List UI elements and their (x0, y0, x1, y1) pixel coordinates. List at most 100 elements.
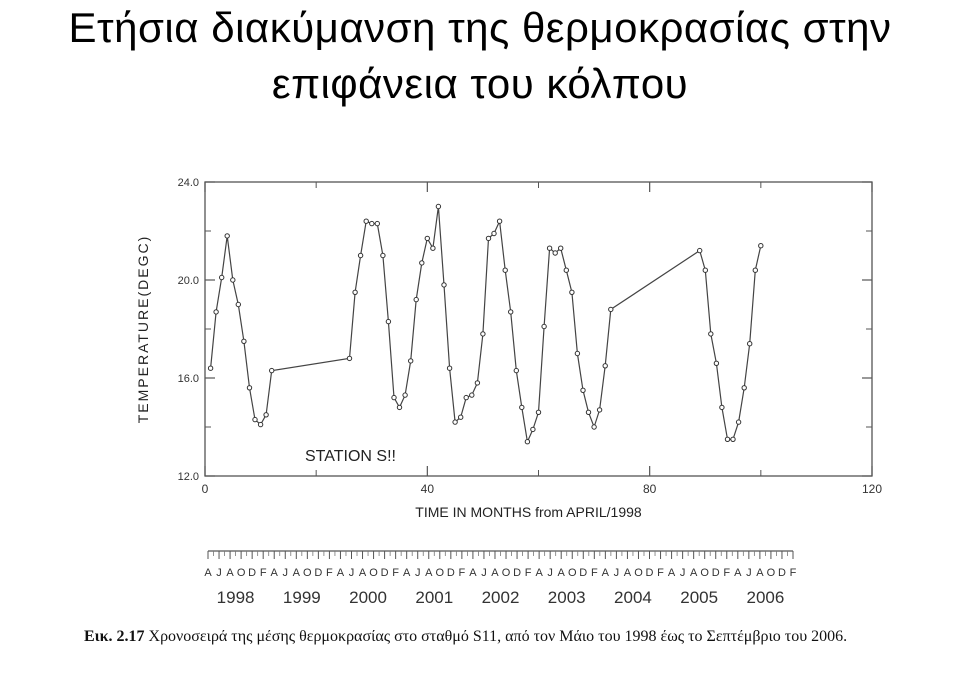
data-point (402, 392, 408, 398)
month-label: A (734, 567, 742, 579)
slide-title: Ετήσια διακύμανση της θερμοκρασίας στην … (0, 0, 960, 112)
month-label: J (283, 567, 289, 579)
data-point (363, 218, 369, 224)
data-point (530, 426, 536, 433)
data-point (435, 203, 442, 210)
data-point (230, 277, 236, 283)
month-label: A (756, 567, 764, 579)
plot-frame (204, 181, 873, 477)
caption-text: Χρονοσειρά της μέσης θερμοκρασίας στο στ… (148, 628, 848, 645)
figure-caption: Εικ. 2.17 Χρονοσειρά της μέσης θερμοκρασ… (84, 626, 884, 647)
data-point (408, 358, 414, 364)
y-tick-label: 24.0 (178, 177, 199, 189)
y-tick-label: 16.0 (178, 373, 199, 385)
data-point (719, 404, 725, 411)
month-label: A (226, 567, 234, 579)
month-label: A (403, 567, 411, 579)
month-label: A (535, 567, 543, 579)
month-label: F (591, 567, 598, 579)
x-tick-label: 40 (421, 482, 435, 496)
month-label: D (447, 567, 455, 579)
data-point (241, 338, 247, 344)
data-point (735, 419, 742, 425)
year-label: 1999 (283, 588, 321, 607)
data-point (369, 220, 375, 227)
month-label: D (248, 567, 256, 579)
month-label: F (723, 567, 730, 579)
data-point (702, 267, 708, 273)
data-point (391, 394, 397, 401)
plot-area (207, 203, 764, 445)
data-point (396, 404, 403, 411)
month-label: O (700, 567, 709, 579)
month-label: D (513, 567, 521, 579)
data-point (708, 331, 714, 337)
month-label: A (425, 567, 433, 579)
data-point (541, 323, 547, 330)
year-label: 2002 (482, 588, 520, 607)
title-line-2: επιφάνεια του κόλπου (271, 60, 689, 107)
title-line-1: Ετήσια διακύμανση της θερμοκρασίας στην (68, 4, 892, 51)
data-point (224, 233, 230, 239)
x-tick-label: 80 (643, 482, 657, 496)
data-point (452, 419, 458, 425)
month-label: J (746, 567, 752, 579)
month-label: O (237, 567, 246, 579)
data-point (346, 355, 353, 362)
data-point (546, 245, 553, 251)
axes: 12.0 16.0 20.0 24.0 0 40 80 120 TIME IN MONTHS f… (135, 177, 882, 520)
data-point (413, 296, 419, 303)
data-point (446, 365, 453, 371)
month-label: A (491, 567, 499, 579)
station-annotation: STATION S!! (305, 448, 396, 465)
data-point (252, 416, 258, 423)
month-label: O (568, 567, 577, 579)
month-label: J (349, 567, 355, 579)
data-point (724, 436, 731, 442)
data-point (385, 318, 392, 325)
caption-label: Εικ. 2.17 (84, 628, 145, 645)
month-label: J (216, 567, 222, 579)
data-point (424, 235, 430, 242)
data-point (574, 350, 581, 357)
year-label: 2006 (746, 588, 784, 607)
month-label: A (624, 567, 632, 579)
year-label: 1998 (217, 588, 255, 607)
data-point (608, 306, 614, 313)
month-label: D (381, 567, 389, 579)
data-point (496, 218, 503, 224)
x-tick-label: 0 (202, 482, 209, 496)
data-point (257, 421, 264, 428)
data-point (430, 245, 436, 251)
month-label: A (359, 567, 367, 579)
data-point (563, 267, 569, 273)
data-point (524, 439, 531, 445)
month-label: A (204, 567, 212, 579)
data-point (213, 309, 219, 315)
month-label: D (712, 567, 720, 579)
temperature-series-line (210, 206, 762, 444)
data-point (419, 260, 425, 266)
year-label: 2005 (680, 588, 718, 607)
month-label: A (271, 567, 279, 579)
data-point (219, 274, 225, 281)
data-point (513, 367, 519, 374)
data-point (508, 309, 514, 315)
data-point (441, 282, 447, 288)
y-tick-label: 20.0 (178, 275, 199, 287)
y-tick-label: 12.0 (178, 471, 199, 483)
data-point (485, 235, 492, 242)
month-label: F (790, 567, 797, 579)
y-axis-label: TEMPERATURE(DEGC) (135, 235, 151, 424)
data-point (469, 392, 475, 398)
data-point (519, 404, 525, 411)
month-label: F (459, 567, 466, 579)
year-label: 2004 (614, 588, 652, 607)
month-label: J (614, 567, 620, 579)
data-point (502, 267, 508, 273)
month-label: A (668, 567, 676, 579)
data-point (602, 363, 608, 369)
data-point (730, 436, 736, 442)
month-label: J (547, 567, 553, 579)
